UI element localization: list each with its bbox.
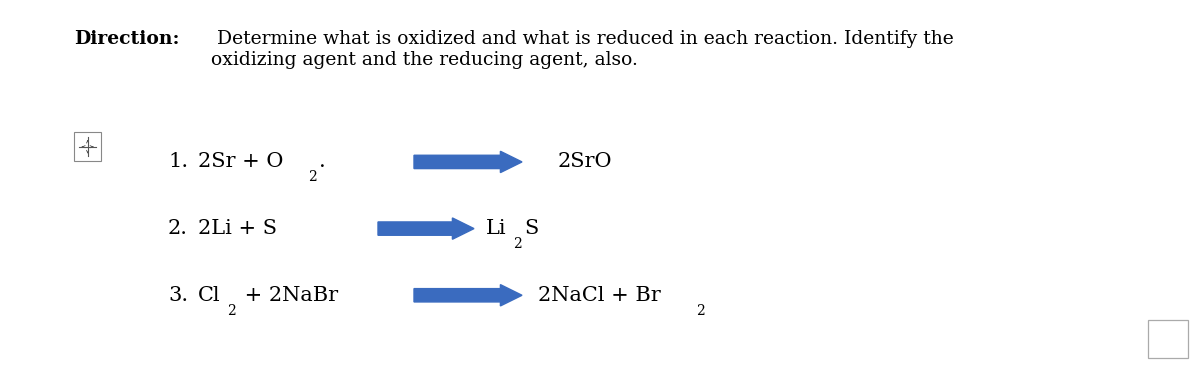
Text: Li: Li bbox=[486, 219, 506, 238]
Text: 2: 2 bbox=[227, 304, 236, 317]
Text: 2SrO: 2SrO bbox=[558, 152, 612, 171]
Text: S: S bbox=[524, 219, 538, 238]
Text: 2Sr + O: 2Sr + O bbox=[198, 152, 283, 171]
FancyArrow shape bbox=[414, 151, 522, 173]
Text: 2: 2 bbox=[696, 304, 704, 317]
Text: .: . bbox=[319, 152, 326, 171]
Text: Cl: Cl bbox=[198, 286, 221, 305]
Text: Direction:: Direction: bbox=[74, 30, 180, 48]
Text: Determine what is oxidized and what is reduced in each reaction. Identify the
ox: Determine what is oxidized and what is r… bbox=[210, 30, 953, 69]
Text: + 2NaBr: + 2NaBr bbox=[239, 286, 338, 305]
Text: 1.: 1. bbox=[168, 152, 188, 171]
Text: 2NaCl + Br: 2NaCl + Br bbox=[538, 286, 660, 305]
Text: 2.: 2. bbox=[168, 219, 188, 238]
Text: 2: 2 bbox=[308, 170, 317, 184]
Text: 3.: 3. bbox=[168, 286, 188, 305]
Text: 2Li + S: 2Li + S bbox=[198, 219, 277, 238]
FancyArrow shape bbox=[378, 218, 474, 239]
Text: 2: 2 bbox=[512, 237, 521, 251]
FancyArrow shape bbox=[414, 285, 522, 306]
